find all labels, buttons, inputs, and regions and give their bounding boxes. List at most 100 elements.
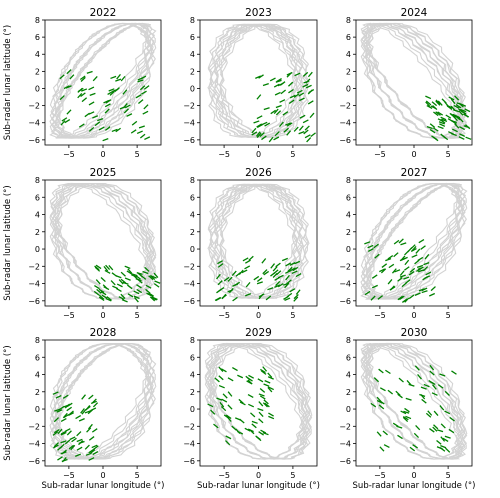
observed-segment	[378, 368, 384, 374]
observed-segment	[88, 86, 95, 91]
observed-segment	[221, 294, 227, 299]
track-line	[218, 23, 309, 138]
observed-segment	[149, 296, 156, 302]
observed-segment	[424, 275, 431, 280]
observed-segment	[146, 292, 153, 297]
observed-segment	[66, 109, 72, 115]
observed-segment	[408, 294, 415, 300]
track-line	[218, 23, 310, 138]
observed-segment	[120, 271, 126, 277]
observed-segment	[298, 97, 305, 102]
observed-segment	[275, 262, 281, 268]
observed-segment	[270, 109, 277, 115]
observed-segment	[122, 89, 128, 95]
observed-segment	[459, 133, 466, 137]
observed-segment	[258, 393, 265, 397]
observed-segment	[273, 269, 279, 275]
observed-segment	[452, 113, 459, 118]
observed-segment	[111, 128, 118, 133]
observed-segment	[227, 276, 233, 282]
observed-segment	[392, 422, 399, 427]
observed-segment	[417, 374, 422, 380]
observed-segment	[138, 125, 145, 129]
observed-segment	[441, 118, 448, 122]
observed-segment	[385, 369, 391, 375]
observed-segment	[423, 262, 430, 266]
observed-segment	[409, 267, 416, 273]
observed-segment	[56, 409, 63, 413]
observed-segment	[255, 75, 262, 79]
observed-segment	[139, 133, 146, 139]
observed-segment	[268, 415, 275, 420]
observed-segment	[231, 270, 237, 276]
observed-segment	[222, 393, 228, 399]
observed-segment	[420, 245, 426, 250]
observed-segment	[463, 113, 469, 118]
y-tick-label: 4	[190, 50, 195, 59]
y-axis-label: Sub-radar lunar latitude (°)	[3, 25, 13, 141]
x-tick-label: 0	[256, 311, 261, 320]
observed-segment	[465, 136, 472, 140]
observed-segment	[307, 100, 314, 105]
observed-segment	[115, 78, 122, 82]
y-tick-label: −2	[339, 262, 351, 271]
observed-segment	[389, 286, 396, 291]
track-line	[208, 183, 298, 299]
observed-segment	[52, 431, 59, 436]
y-tick-label: 0	[346, 405, 351, 414]
observed-segment	[214, 377, 220, 383]
track-line	[208, 23, 298, 138]
y-tick-label: −4	[339, 440, 351, 449]
y-tick-label: −6	[28, 457, 40, 466]
track-line	[211, 342, 313, 460]
observed-segment	[257, 408, 264, 412]
track-line	[213, 23, 305, 138]
observed-segment	[126, 113, 133, 117]
observed-segment	[76, 446, 83, 451]
observed-segment	[393, 252, 399, 258]
observed-segment	[367, 247, 374, 253]
y-tick-label: 6	[346, 33, 351, 42]
observed-segment	[364, 241, 371, 245]
observed-segment	[88, 126, 95, 132]
observed-segment	[100, 291, 107, 296]
observed-segment	[77, 93, 83, 99]
observed-segment	[52, 391, 59, 395]
observed-segment	[267, 376, 274, 380]
observed-segment	[398, 238, 404, 244]
observed-segment	[410, 248, 417, 253]
observed-segment	[262, 269, 268, 275]
observed-segment	[249, 429, 255, 435]
observed-segment	[139, 85, 146, 91]
observed-segment	[448, 96, 455, 101]
observed-segment	[371, 284, 378, 289]
observed-segment	[406, 380, 412, 386]
observed-segment	[399, 270, 405, 276]
y-tick-label: 4	[346, 50, 351, 59]
observed-segment	[403, 266, 410, 271]
observed-segment	[276, 77, 282, 83]
y-tick-label: 6	[35, 33, 40, 42]
y-tick-label: 8	[35, 176, 40, 185]
y-tick-label: 2	[190, 388, 195, 397]
observed-segment	[225, 440, 231, 446]
observed-segment	[431, 392, 438, 396]
y-tick-label: 2	[190, 228, 195, 237]
observed-segment	[106, 296, 112, 301]
observed-segment	[60, 431, 67, 436]
track-line	[365, 22, 466, 139]
x-tick-label: −5	[218, 311, 230, 320]
y-tick-label: 6	[35, 353, 40, 362]
observed-segment	[77, 87, 83, 93]
observed-segment	[294, 72, 301, 77]
y-tick-label: 0	[346, 84, 351, 93]
observed-segment	[104, 269, 111, 274]
observed-segment	[126, 284, 133, 290]
observed-segment	[285, 122, 292, 126]
observed-segment	[303, 129, 309, 135]
observed-segment	[78, 440, 84, 446]
observed-segment	[416, 264, 424, 268]
observed-segment	[299, 114, 306, 119]
observed-segment	[144, 136, 151, 141]
observed-segment	[247, 379, 253, 385]
